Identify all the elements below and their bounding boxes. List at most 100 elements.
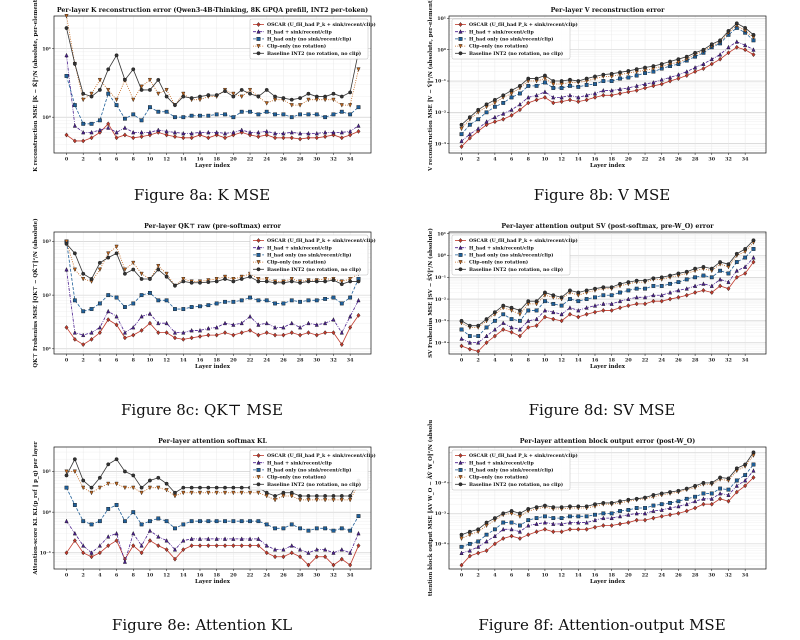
data-point — [306, 130, 311, 136]
data-point — [156, 485, 161, 491]
data-point — [156, 516, 161, 521]
data-point — [131, 510, 136, 515]
x-tick-label: 18 — [608, 358, 615, 364]
data-point — [181, 485, 186, 490]
data-point — [231, 277, 236, 282]
data-point — [122, 335, 127, 341]
data-point — [164, 547, 169, 553]
data-point — [181, 307, 186, 311]
x-tick-label: 22 — [247, 157, 254, 163]
legend-marker — [458, 51, 463, 56]
data-point — [106, 308, 111, 314]
y-tick-label: 10⁰ — [42, 115, 51, 121]
x-tick-label: 12 — [558, 358, 565, 364]
data-point — [509, 107, 514, 112]
data-point — [551, 505, 556, 510]
data-point — [593, 94, 597, 100]
legend-label: Clip-only (no rotation) — [469, 43, 528, 50]
y-tick-label: 10¹ — [42, 346, 51, 352]
data-point — [289, 543, 294, 548]
data-point — [97, 301, 102, 306]
data-point — [64, 132, 69, 138]
x-axis-label: Layer index — [195, 579, 231, 585]
data-point — [331, 498, 336, 503]
data-point — [223, 330, 227, 336]
data-point — [72, 61, 77, 66]
data-point — [198, 94, 202, 99]
data-point — [156, 475, 161, 480]
data-point — [231, 322, 236, 327]
data-point — [189, 280, 194, 285]
x-tick-label: 26 — [675, 358, 682, 364]
data-point — [618, 281, 622, 286]
legend-marker — [458, 260, 463, 265]
data-point — [518, 308, 522, 313]
series-line — [66, 520, 359, 564]
data-point — [323, 279, 328, 284]
data-point — [339, 103, 344, 108]
data-point — [534, 299, 539, 304]
data-point — [131, 485, 136, 491]
data-point — [734, 260, 739, 264]
data-point — [467, 131, 472, 137]
data-point — [526, 518, 531, 523]
data-point — [659, 513, 664, 519]
data-point — [509, 317, 514, 322]
series-line — [461, 477, 754, 566]
series-0 — [459, 44, 756, 150]
data-point — [123, 78, 127, 82]
data-point — [618, 76, 622, 81]
data-point — [609, 79, 614, 83]
data-point — [542, 89, 547, 94]
data-point — [467, 340, 472, 345]
data-point — [476, 107, 481, 112]
data-point — [484, 119, 489, 124]
chart-title: Per-layer K reconstruction error (Qwen3-… — [57, 7, 368, 14]
data-point — [339, 526, 344, 531]
data-point — [348, 550, 353, 555]
y-tick-label: 10¹ — [437, 16, 446, 22]
plot-frame — [448, 446, 767, 570]
data-point — [298, 554, 303, 560]
x-tick-label: 12 — [558, 157, 565, 163]
data-point — [206, 129, 211, 135]
data-point — [467, 548, 472, 553]
data-point — [618, 305, 622, 311]
data-point — [214, 277, 219, 282]
data-point — [476, 544, 481, 549]
data-point — [509, 95, 514, 100]
data-point — [467, 122, 472, 127]
data-point — [323, 330, 328, 336]
data-point — [189, 135, 194, 141]
data-point — [289, 97, 294, 102]
data-point — [542, 307, 547, 313]
legend-label: H_had + sink/recent/clip — [469, 460, 534, 466]
data-point — [122, 132, 127, 138]
y-axis-label: Attention-score KL KL(p_ref ‖ p_q) per l… — [32, 441, 39, 575]
data-point — [339, 282, 344, 287]
data-point — [542, 526, 547, 532]
y-axis-label: QK⊤ Frobenius MSE ‖QK⊤ − QK̂⊤‖²/N (absol… — [32, 218, 39, 368]
data-point — [743, 255, 748, 260]
data-point — [139, 543, 144, 548]
data-point — [684, 54, 689, 59]
x-tick-label: 12 — [163, 573, 170, 579]
data-point — [156, 267, 161, 272]
x-tick-label: 2 — [477, 573, 480, 579]
data-point — [726, 498, 731, 504]
plot-frame — [448, 15, 767, 154]
data-point — [289, 320, 294, 326]
x-tick-label: 30 — [708, 358, 715, 364]
data-point — [559, 311, 564, 317]
data-point — [643, 85, 647, 91]
data-point — [106, 507, 111, 511]
data-point — [164, 94, 169, 99]
data-point — [248, 129, 253, 135]
data-point — [331, 91, 336, 96]
legend-marker — [458, 37, 463, 41]
data-point — [131, 530, 136, 536]
data-point — [726, 487, 731, 492]
data-point — [467, 541, 472, 546]
data-point — [122, 267, 127, 272]
data-point — [476, 117, 481, 122]
